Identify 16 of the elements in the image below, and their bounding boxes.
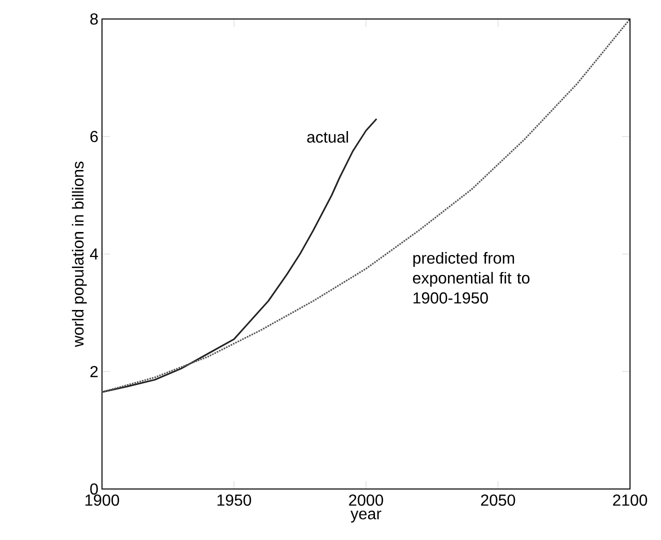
x-tick-label: 2000 [349, 494, 384, 506]
y-tick-label: 4 [90, 248, 98, 260]
x-tick-label: 2100 [613, 494, 648, 506]
y-tick-label: 8 [90, 13, 98, 25]
x-tick-label: 1900 [85, 494, 120, 506]
line-series [101, 18, 631, 393]
x-tick-label: 2050 [481, 494, 516, 506]
line-series [101, 118, 378, 393]
x-axis-title: year [350, 510, 382, 523]
y-axis-title: world population in billions [72, 162, 87, 348]
y-tick-label: 2 [90, 366, 98, 378]
series-label: actual [307, 131, 348, 143]
y-tick-label: 0 [90, 483, 98, 495]
x-tick-label: 1950 [217, 494, 252, 506]
y-tick-label: 6 [90, 130, 98, 142]
series-label: predicted from exponential fit to 1900-1950 [412, 252, 530, 304]
